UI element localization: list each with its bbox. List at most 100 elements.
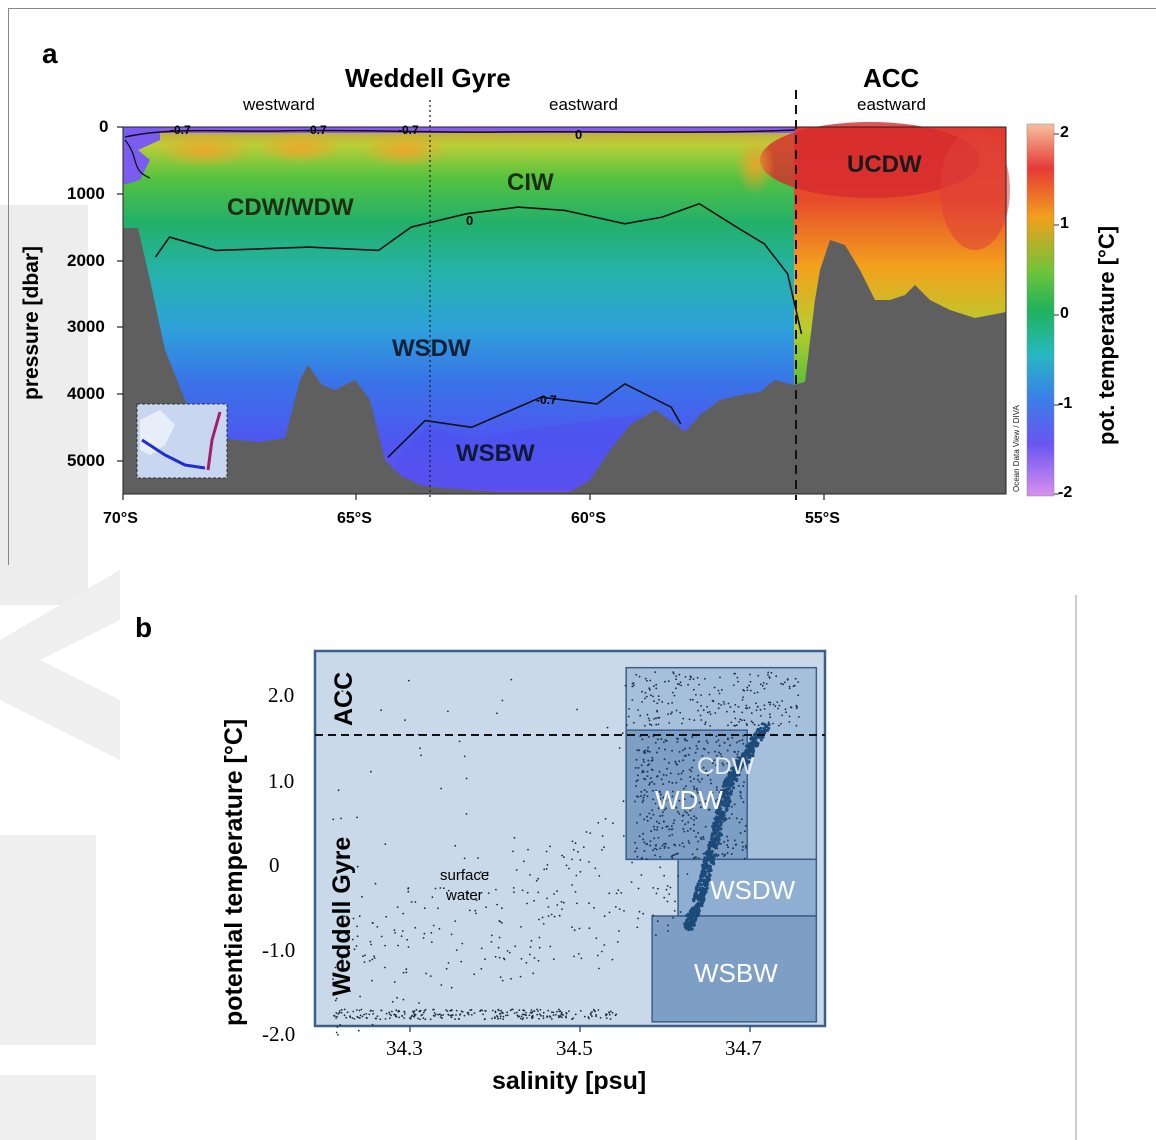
ts-point bbox=[672, 790, 674, 793]
ts-point bbox=[743, 781, 745, 784]
ts-point bbox=[632, 682, 635, 685]
ts-point bbox=[352, 917, 355, 920]
ts-point bbox=[683, 787, 685, 790]
ytick-label: 1.0 bbox=[268, 769, 295, 793]
ts-point bbox=[637, 917, 639, 920]
ts-point bbox=[734, 764, 738, 768]
ts-point bbox=[715, 786, 718, 789]
ts-point bbox=[646, 770, 649, 773]
ts-point bbox=[674, 762, 677, 765]
ts-point bbox=[774, 705, 777, 708]
ts-point bbox=[781, 700, 783, 702]
ts-point bbox=[635, 780, 638, 783]
ts-point bbox=[708, 693, 711, 696]
ts-point bbox=[702, 835, 705, 838]
ts-point bbox=[656, 848, 658, 851]
ts-point bbox=[568, 1010, 570, 1012]
ts-point bbox=[513, 836, 516, 839]
ts-point bbox=[561, 908, 563, 910]
ts-point bbox=[701, 887, 705, 891]
ts-point bbox=[734, 751, 736, 753]
ts-point bbox=[549, 945, 552, 948]
ts-point bbox=[437, 907, 439, 910]
ts-point bbox=[675, 687, 677, 690]
ts-point bbox=[715, 824, 719, 828]
ts-point bbox=[649, 844, 652, 847]
ts-point bbox=[695, 787, 698, 790]
ts-point bbox=[338, 1010, 341, 1012]
ts-point bbox=[384, 843, 387, 845]
ts-point bbox=[452, 1014, 454, 1016]
ts-point bbox=[750, 736, 754, 740]
ts-point bbox=[692, 678, 695, 680]
ts-point bbox=[601, 835, 604, 837]
ts-point bbox=[651, 759, 654, 761]
ts-point bbox=[720, 704, 722, 706]
ts-point bbox=[694, 751, 697, 754]
ts-point bbox=[591, 1011, 593, 1013]
ts-point bbox=[745, 704, 748, 707]
ts-point bbox=[363, 961, 366, 963]
ts-point bbox=[639, 795, 642, 797]
ts-point bbox=[700, 870, 704, 874]
ts-point bbox=[664, 680, 666, 683]
ts-point bbox=[657, 695, 660, 697]
ts-point bbox=[734, 717, 737, 720]
ts-point bbox=[699, 877, 703, 881]
ts-point bbox=[749, 680, 752, 683]
ts-point bbox=[641, 769, 644, 772]
panel-b-x-axis-label: salinity [psu] bbox=[492, 1067, 647, 1095]
surface-contour bbox=[124, 129, 796, 138]
xtick-label: 55°S bbox=[805, 510, 840, 527]
ts-point bbox=[442, 1014, 444, 1016]
ts-point bbox=[732, 756, 735, 759]
ts-point bbox=[598, 875, 601, 877]
ts-point bbox=[729, 706, 732, 708]
ts-point bbox=[664, 799, 667, 802]
panel-b-ts-diagram bbox=[313, 595, 1077, 1140]
contour-0c bbox=[154, 202, 803, 335]
ts-point bbox=[407, 890, 410, 893]
ts-point bbox=[769, 716, 772, 719]
ts-point bbox=[789, 706, 792, 708]
ts-point bbox=[438, 1013, 441, 1016]
ts-point bbox=[501, 699, 504, 702]
ts-point bbox=[614, 906, 617, 908]
ts-point bbox=[552, 1011, 555, 1014]
ts-point bbox=[691, 853, 694, 856]
ts-point bbox=[425, 972, 427, 975]
ts-point bbox=[665, 740, 668, 742]
ts-point bbox=[398, 1009, 400, 1012]
ts-point bbox=[622, 835, 625, 837]
ts-point bbox=[547, 915, 550, 917]
ts-point bbox=[777, 707, 779, 710]
ts-point bbox=[777, 724, 780, 727]
ts-point bbox=[677, 773, 680, 776]
ts-point bbox=[394, 1015, 397, 1018]
ts-point bbox=[696, 791, 699, 794]
subtitle-westward: westward bbox=[243, 95, 315, 114]
xtick-label: 65°S bbox=[337, 510, 372, 527]
ts-point bbox=[351, 1017, 354, 1019]
ts-point bbox=[589, 832, 592, 834]
ts-point bbox=[634, 766, 637, 769]
ts-point bbox=[696, 789, 699, 792]
ts-point bbox=[648, 812, 651, 815]
ts-point bbox=[692, 829, 695, 832]
ts-point bbox=[356, 935, 359, 938]
ts-point bbox=[738, 821, 741, 824]
ts-point bbox=[526, 1017, 528, 1019]
ts-point bbox=[466, 1012, 469, 1014]
ts-point bbox=[696, 676, 699, 679]
ts-point bbox=[744, 751, 748, 755]
ts-point bbox=[705, 757, 708, 760]
ts-point bbox=[794, 677, 797, 680]
ts-point bbox=[722, 764, 725, 767]
ts-point bbox=[699, 806, 702, 809]
ts-point bbox=[673, 910, 676, 912]
ts-point bbox=[470, 1013, 473, 1016]
ts-point bbox=[706, 801, 709, 804]
ts-point bbox=[736, 753, 739, 756]
ytick-label: 0 bbox=[269, 853, 280, 877]
ts-point bbox=[721, 800, 725, 804]
